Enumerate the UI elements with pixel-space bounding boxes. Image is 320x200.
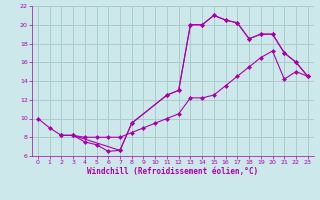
X-axis label: Windchill (Refroidissement éolien,°C): Windchill (Refroidissement éolien,°C) (87, 167, 258, 176)
